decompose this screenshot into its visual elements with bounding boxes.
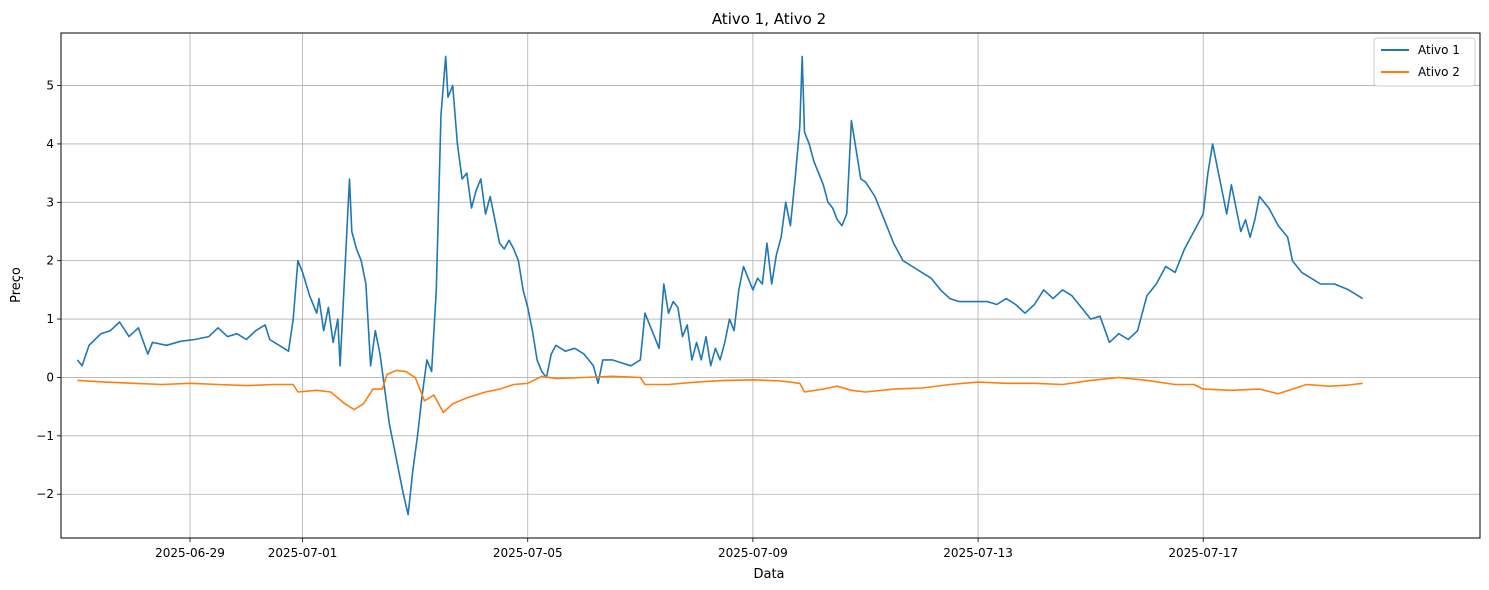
chart-title: Ativo 1, Ativo 2 — [712, 10, 826, 28]
x-tick-label: 2025-07-05 — [493, 546, 563, 560]
y-tick-label: 5 — [46, 79, 54, 93]
series-line-ativo-1 — [76, 55, 1364, 516]
legend: Ativo 1 Ativo 2 — [1373, 37, 1476, 87]
y-axis-label: Preço — [9, 267, 24, 303]
plot-frame — [60, 32, 1481, 539]
y-tick-label: 2 — [46, 254, 54, 268]
legend-label-ativo-2: Ativo 2 — [1418, 65, 1460, 79]
y-tick-label: 4 — [46, 137, 54, 151]
grid — [61, 33, 1480, 538]
x-axis-ticks: 2025-06-29 2025-07-01 2025-07-05 2025-07-09… — [155, 538, 1238, 560]
y-tick-label: 3 — [46, 195, 54, 209]
series-line-ativo-2 — [77, 369, 1363, 414]
legend-label-ativo-1: Ativo 1 — [1418, 43, 1460, 57]
y-tick-label: 1 — [46, 312, 54, 326]
y-tick-label: −2 — [36, 487, 54, 501]
x-tick-label: 2025-07-01 — [268, 546, 338, 560]
y-axis-ticks: −2 −1 0 1 2 3 4 5 — [36, 79, 61, 501]
y-tick-label: 0 — [46, 370, 54, 384]
x-tick-label: 2025-07-09 — [718, 546, 788, 560]
y-tick-label: −1 — [36, 429, 54, 443]
x-tick-label: 2025-06-29 — [155, 546, 225, 560]
x-axis-label: Data — [753, 567, 784, 582]
x-tick-label: 2025-07-17 — [1168, 546, 1238, 560]
series-layer — [76, 55, 1364, 516]
x-tick-label: 2025-07-13 — [943, 546, 1013, 560]
